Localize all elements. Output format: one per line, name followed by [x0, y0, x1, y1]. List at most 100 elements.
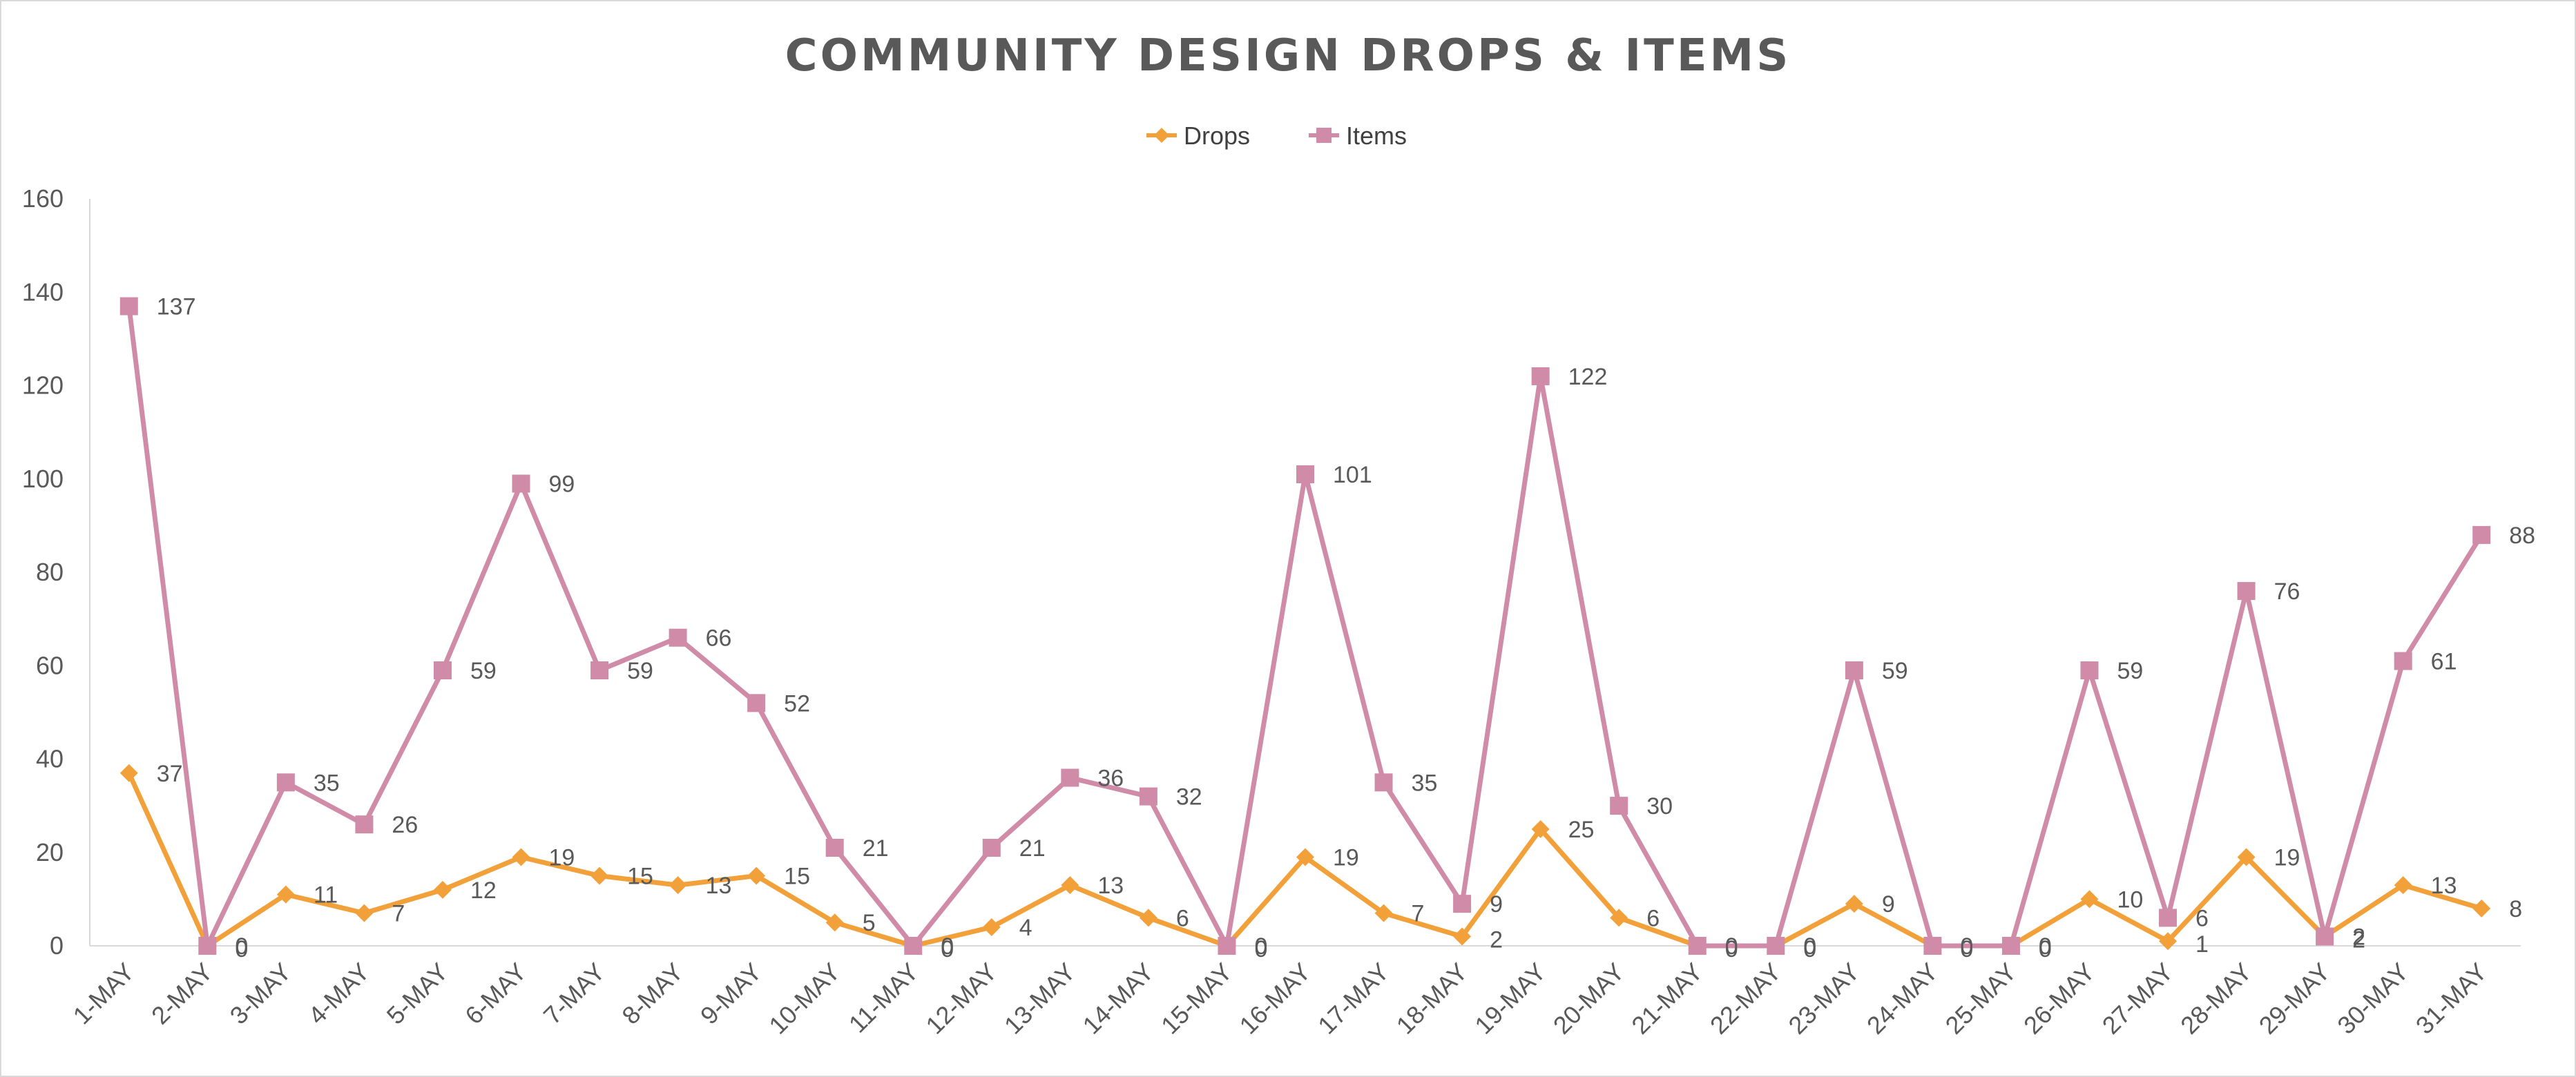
- data-label-items: 59: [627, 658, 653, 684]
- x-tick-label: 18-MAY: [1391, 958, 1473, 1040]
- x-tick-label: 23-MAY: [1782, 958, 1865, 1040]
- x-tick-label: 11-MAY: [843, 958, 924, 1038]
- data-point-drops: [1139, 909, 1157, 927]
- data-label-items: 59: [470, 658, 497, 684]
- data-label-drops: 0: [2039, 936, 2052, 962]
- data-point-items: [119, 297, 138, 316]
- data-label-drops: 7: [1412, 901, 1425, 927]
- data-label-drops: 5: [863, 910, 876, 936]
- x-tick-label: 9-MAY: [695, 958, 767, 1030]
- x-tick-label: 20-MAY: [1548, 958, 1630, 1040]
- data-label-items: 0: [235, 933, 248, 960]
- data-label-items: 6: [2195, 905, 2209, 931]
- x-tick-label: 28-MAY: [2175, 958, 2257, 1040]
- data-label-drops: 0: [1725, 936, 1738, 962]
- data-label-drops: 15: [784, 864, 810, 890]
- data-label-items: 52: [784, 690, 810, 717]
- y-tick-label: 20: [36, 838, 64, 866]
- y-tick-label: 160: [22, 184, 64, 213]
- data-point-items: [1531, 367, 1550, 385]
- x-tick-label: 16-MAY: [1234, 958, 1316, 1040]
- data-point-items: [982, 838, 1001, 857]
- data-point-items: [2080, 661, 2099, 680]
- x-tick-label: 27-MAY: [2097, 958, 2179, 1040]
- data-label-drops: 19: [1333, 845, 1359, 871]
- data-label-drops: 12: [470, 877, 497, 904]
- y-tick-label: 0: [50, 931, 64, 960]
- data-label-drops: 8: [2509, 896, 2522, 922]
- x-tick-label: 17-MAY: [1312, 958, 1394, 1040]
- legend-marker-drops: [1154, 128, 1169, 143]
- x-tick-label: 1-MAY: [68, 958, 140, 1030]
- data-point-items: [2001, 937, 2020, 955]
- data-point-drops: [512, 848, 530, 866]
- data-point-drops: [747, 866, 766, 885]
- y-tick-label: 140: [22, 278, 64, 306]
- data-point-items: [2394, 652, 2412, 670]
- data-label-drops: 13: [2431, 873, 2457, 899]
- data-point-items: [1139, 787, 1157, 806]
- data-label-items: 0: [941, 933, 954, 960]
- data-label-drops: 11: [314, 882, 338, 909]
- x-tick-label: 22-MAY: [1704, 958, 1787, 1040]
- data-label-drops: 25: [1568, 817, 1595, 843]
- x-tick-label: 2-MAY: [146, 958, 218, 1030]
- y-tick-label: 100: [22, 465, 64, 493]
- data-point-drops: [1531, 819, 1550, 838]
- data-point-drops: [2472, 899, 2491, 918]
- data-label-items: 99: [549, 472, 575, 498]
- data-point-items: [2316, 927, 2334, 946]
- data-label-drops: 6: [1646, 905, 1660, 931]
- x-tick-label: 31-MAY: [2410, 958, 2492, 1040]
- x-tick-label: 21-MAY: [1626, 958, 1708, 1040]
- data-point-drops: [119, 764, 138, 782]
- data-point-items: [512, 474, 530, 493]
- data-point-items: [355, 815, 374, 834]
- data-point-items: [433, 661, 452, 680]
- data-label-drops: 6: [1176, 905, 1189, 931]
- data-label-items: 35: [1412, 770, 1438, 796]
- x-tick-label: 7-MAY: [538, 958, 611, 1030]
- data-point-drops: [2159, 932, 2178, 951]
- data-point-drops: [2237, 848, 2256, 866]
- data-point-items: [669, 628, 687, 647]
- y-tick-label: 60: [36, 651, 64, 679]
- data-point-items: [825, 838, 844, 857]
- data-label-drops: 4: [1019, 915, 1032, 941]
- x-tick-label: 10-MAY: [763, 958, 845, 1040]
- data-point-items: [2237, 582, 2256, 601]
- data-label-drops: 7: [392, 901, 405, 927]
- data-label-drops: 9: [1882, 891, 1895, 918]
- data-label-items: 0: [1254, 933, 1267, 960]
- data-point-items: [1610, 797, 1628, 815]
- data-point-items: [1767, 937, 1785, 955]
- data-label-drops: 2: [2352, 926, 2365, 953]
- data-label-drops: 0: [1803, 936, 1816, 962]
- data-label-drops: 37: [157, 761, 183, 787]
- data-label-items: 9: [1490, 891, 1503, 918]
- data-point-drops: [825, 913, 844, 932]
- data-label-drops: 19: [2274, 845, 2300, 871]
- x-tick-label: 13-MAY: [999, 958, 1081, 1040]
- data-label-items: 0: [1960, 933, 1973, 960]
- x-tick-label: 15-MAY: [1155, 958, 1238, 1040]
- data-point-drops: [1296, 848, 1314, 866]
- x-tick-label: 29-MAY: [2253, 958, 2336, 1040]
- data-label-items: 30: [1646, 793, 1673, 819]
- data-label-items: 61: [2431, 648, 2457, 675]
- data-label-items: 122: [1568, 364, 1608, 390]
- data-point-items: [1374, 773, 1393, 792]
- data-label-items: 0: [1803, 933, 1816, 960]
- data-point-drops: [2080, 890, 2099, 909]
- data-point-drops: [1061, 876, 1079, 895]
- data-label-items: 32: [1176, 784, 1202, 811]
- x-tick-label: 4-MAY: [302, 958, 375, 1030]
- data-point-drops: [1610, 909, 1628, 927]
- data-label-items: 26: [392, 812, 418, 838]
- data-label-drops: 0: [235, 936, 248, 962]
- chart-title: COMMUNITY DESIGN DROPS & ITEMS: [785, 30, 1791, 81]
- x-tick-label: 12-MAY: [920, 958, 1002, 1040]
- data-point-drops: [2394, 876, 2412, 895]
- data-label-drops: 15: [627, 864, 653, 890]
